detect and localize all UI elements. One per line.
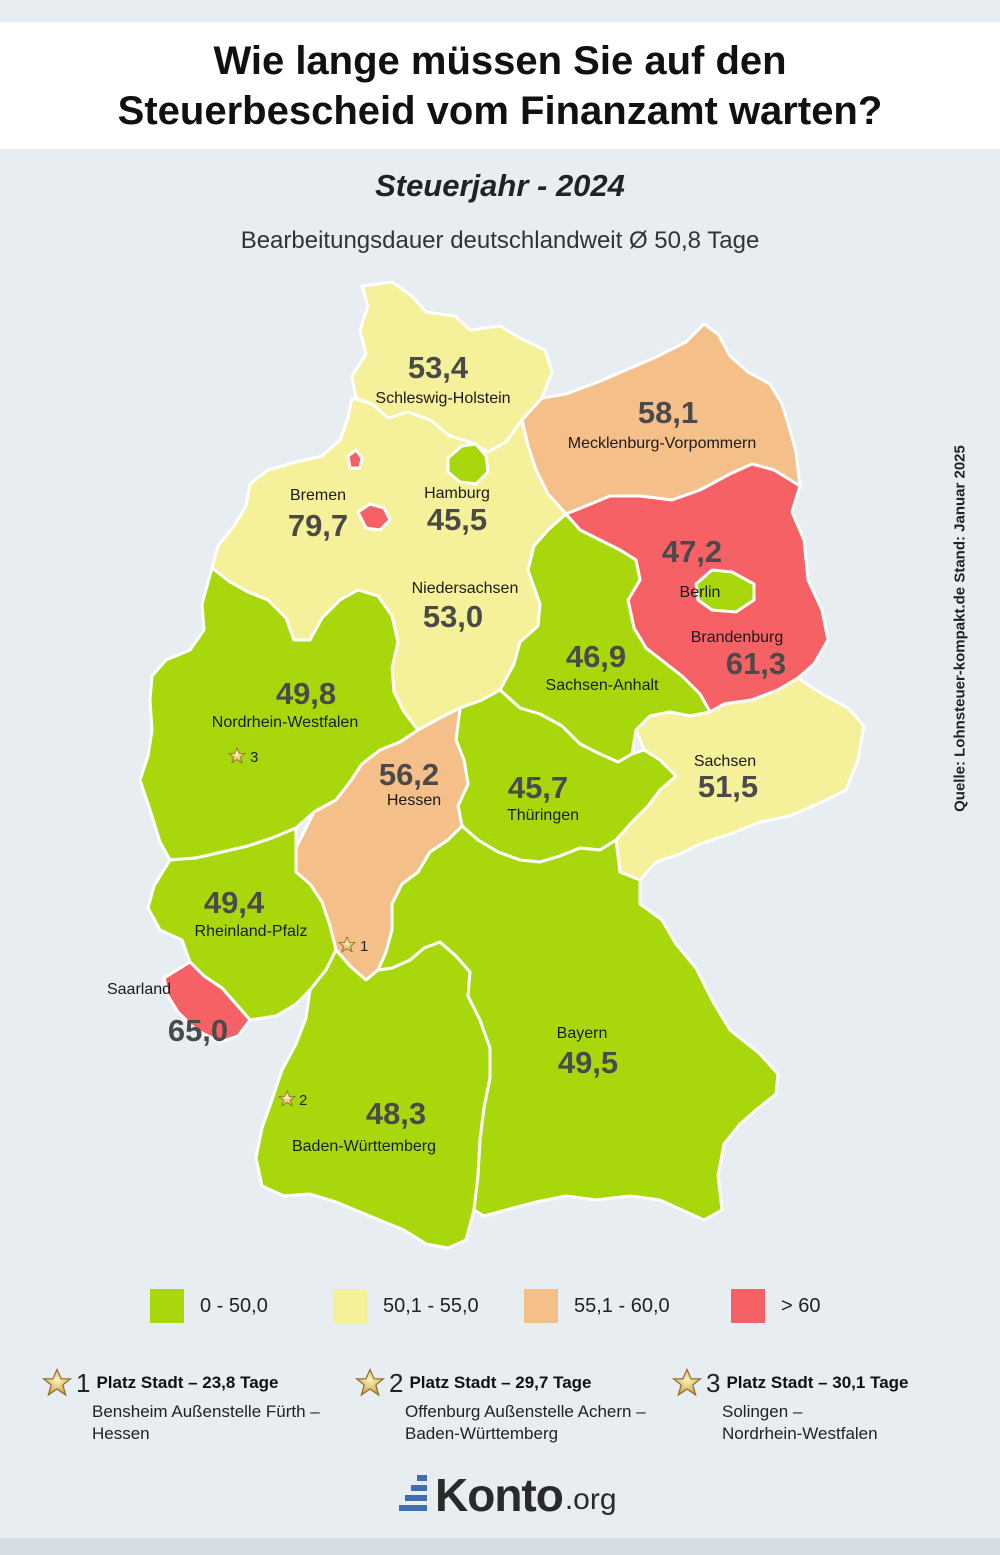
label-brandenburg: Brandenburg <box>691 629 784 646</box>
konto-logo: Konto .org <box>395 1465 617 1525</box>
legend-item-orange: 55,1 - 60,0 <box>524 1288 670 1324</box>
label-hamburg: Hamburg <box>424 485 490 502</box>
legend-item-yellow: 50,1 - 55,0 <box>333 1288 479 1324</box>
average-duration: Bearbeitungsdauer deutschlandweit Ø 50,8… <box>240 227 760 254</box>
state-saarland <box>162 960 252 1044</box>
label-hessen: Hessen <box>387 792 441 809</box>
label-nordrhein-westfalen: Nordrhein-Westfalen <box>212 714 358 731</box>
star-marker-1: 1 <box>337 935 368 955</box>
state-bayern <box>376 824 780 1222</box>
legend-item-red: > 60 <box>731 1288 820 1324</box>
city-ranking: 1 Platz Stadt – 23,8 Tage Bensheim Außen… <box>0 1365 1000 1455</box>
star-number: 3 <box>250 749 258 766</box>
value-mecklenburg-vorpommern: 58,1 <box>638 395 698 430</box>
value-hamburg: 45,5 <box>427 502 487 537</box>
star-number: 2 <box>299 1092 307 1109</box>
value-bayern: 49,5 <box>558 1045 618 1080</box>
legend-swatch <box>150 1289 184 1323</box>
rank-number: 3 <box>706 1367 721 1398</box>
legend-swatch <box>524 1289 558 1323</box>
rank-desc-line-1: Solingen – <box>722 1402 803 1421</box>
rank-item-2: 2 Platz Stadt – 29,7 Tage Offenburg Auße… <box>355 1365 655 1445</box>
logo-tld: .org <box>564 1483 617 1516</box>
rank-item-1: 1 Platz Stadt – 23,8 Tage Bensheim Außen… <box>42 1365 342 1445</box>
title-line-2: Steuerbescheid vom Finanzamt warten? <box>117 88 883 133</box>
value-nordrhein-westfalen: 49,8 <box>276 676 336 711</box>
star-icon <box>227 746 247 764</box>
rank-desc-line-1: Bensheim Außenstelle Fürth – <box>92 1402 320 1421</box>
value-berlin: 47,2 <box>662 534 722 569</box>
header: Wie lange müssen Sie auf den Steuerbesch… <box>0 22 1000 149</box>
star-icon <box>277 1089 297 1107</box>
state-bremerhaven <box>346 448 364 470</box>
rank-number: 2 <box>389 1367 404 1398</box>
value-brandenburg: 61,3 <box>726 646 786 681</box>
legend-swatch <box>333 1289 367 1323</box>
label-bremen: Bremen <box>290 487 346 504</box>
legend-item-green: 0 - 50,0 <box>150 1288 268 1324</box>
label-bayern: Bayern <box>557 1025 608 1042</box>
rank-desc-line-2: Baden-Württemberg <box>405 1424 559 1443</box>
value-sachsen-anhalt: 46,9 <box>566 639 626 674</box>
label-berlin: Berlin <box>680 584 721 601</box>
legend: 0 - 50,0 50,1 - 55,0 55,1 - 60,0 > 60 <box>0 1288 1000 1328</box>
rank-title: Platz Stadt – 23,8 Tage <box>96 1373 279 1392</box>
value-bremen: 79,7 <box>288 508 348 543</box>
label-thueringen: Thüringen <box>507 807 579 824</box>
value-thueringen: 45,7 <box>508 770 568 805</box>
label-schleswig-holstein: Schleswig-Holstein <box>375 390 510 407</box>
star-icon <box>355 1368 385 1397</box>
legend-swatch <box>731 1289 765 1323</box>
label-sachsen-anhalt: Sachsen-Anhalt <box>546 677 660 694</box>
value-rheinland-pfalz: 49,4 <box>204 885 265 920</box>
value-schleswig-holstein: 53,4 <box>408 350 469 385</box>
rank-desc-line-2: Nordrhein-Westfalen <box>722 1424 878 1443</box>
title-line-1: Wie lange müssen Sie auf den <box>213 38 787 83</box>
rank-title: Platz Stadt – 30,1 Tage <box>726 1373 909 1392</box>
legend-label: > 60 <box>781 1294 821 1317</box>
star-icon <box>42 1368 72 1397</box>
legend-label: 55,1 - 60,0 <box>574 1294 670 1317</box>
star-number: 1 <box>360 938 368 955</box>
state-bremen <box>356 502 392 532</box>
rank-desc-line-1: Offenburg Außenstelle Achern – <box>405 1402 646 1421</box>
star-marker-3: 3 <box>227 746 258 766</box>
state-hamburg <box>446 442 490 486</box>
logo-bars-icon <box>399 1475 427 1511</box>
label-baden-wuerttemberg: Baden-Württemberg <box>292 1138 436 1155</box>
rank-number: 1 <box>76 1367 91 1398</box>
rank-desc-line-2: Hessen <box>92 1424 150 1443</box>
value-niedersachsen: 53,0 <box>423 599 483 634</box>
legend-label: 50,1 - 55,0 <box>383 1294 479 1317</box>
subtitle-year: Steuerjahr - 2024 <box>375 168 625 203</box>
label-rheinland-pfalz: Rheinland-Pfalz <box>195 923 308 940</box>
logo-text: Konto <box>435 1469 564 1521</box>
star-marker-2: 2 <box>277 1089 307 1109</box>
rank-item-3: 3 Platz Stadt – 30,1 Tage Solingen – Nor… <box>672 1365 972 1445</box>
label-mecklenburg-vorpommern: Mecklenburg-Vorpommern <box>568 435 757 452</box>
star-icon <box>672 1368 702 1397</box>
value-sachsen: 51,5 <box>698 769 758 804</box>
label-niedersachsen: Niedersachsen <box>412 580 519 597</box>
star-icon <box>337 935 357 953</box>
state-berlin <box>694 568 756 614</box>
legend-label: 0 - 50,0 <box>200 1294 268 1317</box>
label-sachsen: Sachsen <box>694 753 756 770</box>
value-hessen: 56,2 <box>379 757 439 792</box>
label-saarland: Saarland <box>107 981 171 998</box>
footer-bar <box>0 1538 1000 1555</box>
rank-title: Platz Stadt – 29,7 Tage <box>409 1373 592 1392</box>
value-saarland: 65,0 <box>168 1013 228 1048</box>
value-baden-wuerttemberg: 48,3 <box>366 1096 426 1131</box>
